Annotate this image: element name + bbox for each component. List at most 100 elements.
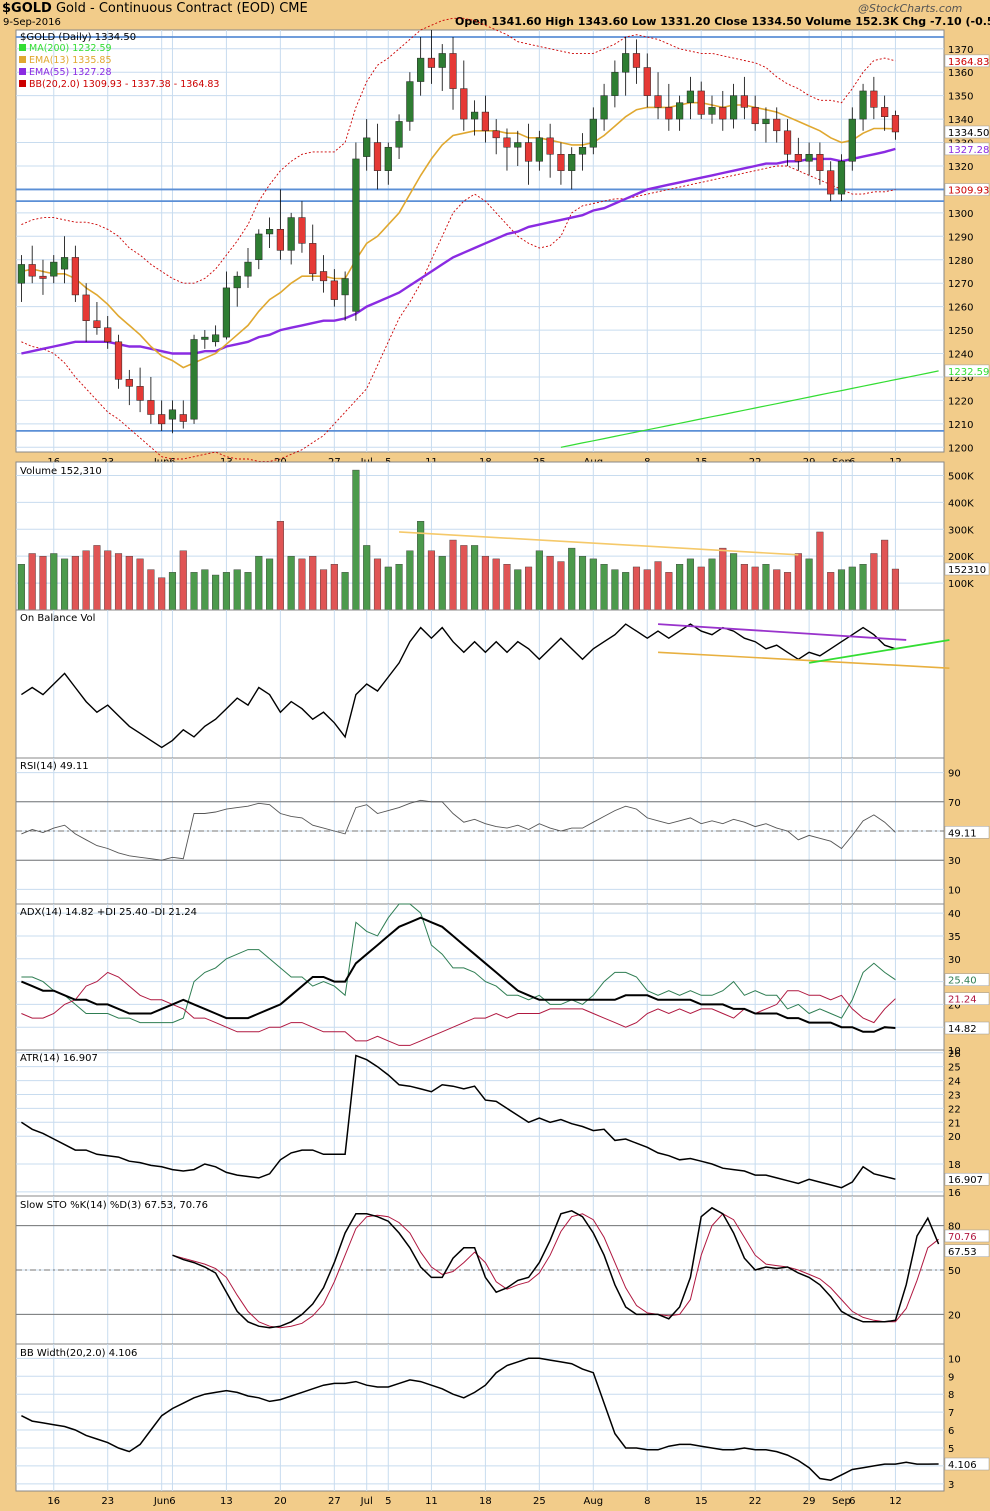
volume-bar <box>449 539 457 611</box>
obv-green-trend <box>808 639 950 664</box>
x-axis-label-bottom: 23 <box>101 1496 114 1507</box>
price-tick-label: 1260 <box>948 303 973 314</box>
candle-down <box>546 137 554 155</box>
volume-bar <box>697 566 705 611</box>
candle-up <box>352 158 360 312</box>
adx-minus-label: 21.24 <box>948 995 977 1006</box>
obv-purple-trend <box>657 623 907 641</box>
atr-tick-label: 24 <box>948 1077 961 1088</box>
atr-tick-label: 20 <box>948 1132 961 1143</box>
candle-down <box>740 95 748 108</box>
candle-up <box>578 146 587 155</box>
sto-d-label-box <box>944 1229 990 1243</box>
atr-tick-label: 18 <box>948 1160 961 1171</box>
atr-right-label-box <box>944 1172 990 1186</box>
volume-bar <box>406 550 414 611</box>
atr-line <box>20 1054 896 1189</box>
candle-down <box>309 243 317 275</box>
candle-down <box>827 170 835 195</box>
candle-up <box>17 264 25 284</box>
candle-down <box>449 53 457 89</box>
volume-tick-label: 300K <box>948 525 974 536</box>
price-tick-label: 1270 <box>948 279 973 290</box>
candle-down <box>276 229 284 251</box>
candle-up <box>535 137 543 162</box>
candle-down <box>773 118 781 132</box>
obv-panel-bg <box>15 609 945 759</box>
candle-up <box>233 275 241 289</box>
volume-bar <box>298 558 306 611</box>
candle-up <box>438 53 446 68</box>
sto-tick-label: 80 <box>948 1222 961 1233</box>
volume-bar <box>632 566 641 611</box>
candle-down <box>783 130 792 155</box>
atr-title: ATR(14) 16.907 <box>20 1053 98 1064</box>
candle-up <box>190 339 198 420</box>
symbol: $GOLD <box>2 1 52 16</box>
rsi-tick-label: 30 <box>948 856 961 867</box>
candle-up <box>406 81 414 122</box>
volume-bar <box>805 558 813 611</box>
volume-bar <box>438 555 446 611</box>
bb-lower-line <box>21 165 896 462</box>
obv-title: On Balance Vol <box>20 613 95 624</box>
candle-down <box>881 107 889 117</box>
volume-bar <box>136 558 144 611</box>
price-tick-label: 1290 <box>948 232 973 243</box>
candle-down <box>39 275 47 279</box>
sto-k-label-box <box>944 1244 990 1258</box>
candle-down <box>28 264 36 277</box>
volume-bar <box>233 569 241 611</box>
volume-bar <box>287 555 295 611</box>
volume-bar <box>676 564 684 611</box>
candle-up <box>201 336 209 340</box>
candle-up <box>589 118 597 148</box>
ema55-line <box>21 147 896 355</box>
candle-up <box>244 261 252 277</box>
volume-bar <box>481 555 489 611</box>
candle-up <box>622 53 630 73</box>
volume-bar <box>384 566 392 611</box>
sto-k-line <box>172 1206 940 1329</box>
volume-bar <box>751 566 759 611</box>
candle-down <box>643 67 651 96</box>
adx-tick-label: 40 <box>948 909 961 920</box>
price-tick-label: 1370 <box>948 45 973 56</box>
atr-right-label: 16.907 <box>948 1175 983 1186</box>
candle-down <box>298 217 306 244</box>
volume-bar <box>665 572 673 611</box>
adx-line <box>21 916 896 1033</box>
price-tick-label: 1200 <box>948 443 973 454</box>
volume-bar <box>578 555 587 611</box>
adx-minus-label-box <box>944 992 990 1005</box>
adx-plus-label-box <box>944 973 990 986</box>
volume-bar <box>492 558 500 611</box>
candle-down <box>460 88 468 120</box>
volume-bar <box>104 550 112 611</box>
volume-bar <box>276 521 284 611</box>
candle-up <box>341 278 349 296</box>
x-axis-label-bottom: 6 <box>849 1496 855 1507</box>
candle-up <box>729 95 738 120</box>
bbw-tick-label: 9 <box>948 1372 954 1383</box>
volume-bar <box>535 550 543 611</box>
candle-down <box>114 341 123 380</box>
rsi-tick-label: 70 <box>948 798 961 809</box>
x-axis-label-bottom: 12 <box>889 1496 902 1507</box>
volume-bar <box>373 558 382 611</box>
adx-value-label-box <box>944 1021 990 1035</box>
volume-bar <box>827 572 835 611</box>
legend-swatch <box>19 44 26 51</box>
volume-bar <box>708 558 716 611</box>
volume-bar <box>147 569 155 611</box>
sto-k-label: 67.53 <box>948 1247 977 1258</box>
x-axis-label-bottom: 16 <box>47 1496 60 1507</box>
volume-bar <box>525 566 533 611</box>
volume-title: Volume 152,310 <box>20 466 102 477</box>
x-axis-label-bottom: Jul <box>360 1496 373 1507</box>
price-right-label: 1309.93 <box>948 186 989 197</box>
adx-tick-label: 30 <box>948 955 961 966</box>
candle-up <box>686 90 695 103</box>
adx-tick-label: 35 <box>948 932 961 943</box>
candle-up <box>363 137 371 157</box>
